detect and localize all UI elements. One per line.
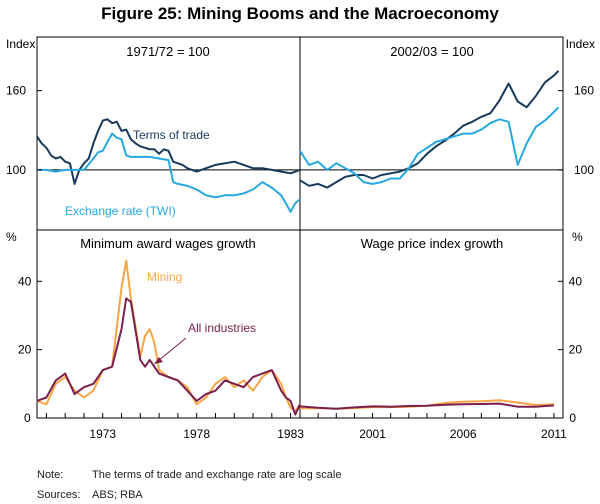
- panel-subtitle-bottom-left: Minimum award wages growth: [80, 236, 256, 251]
- panel-subtitle-bottom-right: Wage price index growth: [361, 236, 504, 251]
- sources-text: ABS; RBA: [92, 489, 143, 501]
- tick-label-1973: 1973: [89, 427, 116, 441]
- note-text: The terms of trade and exchange rate are…: [92, 469, 341, 481]
- series-line-all-industries-award-wages: [36, 297, 301, 416]
- label-all-industries: All industries: [188, 321, 256, 335]
- left-axis-unit-index: Index: [6, 37, 35, 51]
- tick-label-right-0: 0: [569, 411, 576, 425]
- series-line-exchange-rate-2000s: [299, 106, 560, 185]
- panel-subtitle-top-left: 1971/72 = 100: [126, 44, 210, 59]
- note-label: Note:: [37, 469, 63, 481]
- tick-label-2011: 2011: [541, 427, 567, 441]
- figure-title: Figure 25: Mining Booms and the Macroeco…: [101, 4, 499, 23]
- tick-label-1983: 1983: [277, 427, 304, 441]
- label-terms-of-trade: Terms of trade: [133, 128, 210, 142]
- tick-label-left-160: 160: [6, 84, 26, 98]
- tick-label-left-100: 100: [6, 163, 26, 177]
- tick-label-left-40: 40: [18, 274, 32, 288]
- sources-label: Sources:: [37, 489, 80, 501]
- label-mining: Mining: [147, 270, 182, 284]
- tick-label-right-100: 100: [574, 163, 594, 177]
- left-axis-unit-percent: %: [6, 230, 17, 244]
- series-line-all-industries-wpi: [299, 402, 554, 410]
- series-line-exchange-rate-1970s: [37, 132, 301, 213]
- right-axis-unit-percent: %: [572, 230, 583, 244]
- tick-label-right-20: 20: [569, 343, 583, 357]
- tick-label-left-20: 20: [18, 343, 32, 357]
- tick-label-1978: 1978: [183, 427, 210, 441]
- tick-label-2006: 2006: [450, 427, 477, 441]
- tick-label-2001: 2001: [359, 427, 386, 441]
- label-exchange-rate: Exchange rate (TWI): [65, 204, 176, 218]
- series-line-mining-wpi: [299, 399, 554, 410]
- panel-subtitle-top-right: 2002/03 = 100: [390, 44, 474, 59]
- series-line-terms-of-trade-2000s: [299, 70, 560, 189]
- tick-label-left-0: 0: [24, 411, 31, 425]
- annotation-arrow-shaft: [157, 337, 187, 362]
- series-line-terms-of-trade-1970s: [36, 118, 301, 185]
- tick-label-right-40: 40: [569, 274, 583, 288]
- annotation-arrow-head: [154, 357, 163, 364]
- tick-label-right-160: 160: [574, 84, 594, 98]
- right-axis-unit-index: Index: [566, 37, 595, 51]
